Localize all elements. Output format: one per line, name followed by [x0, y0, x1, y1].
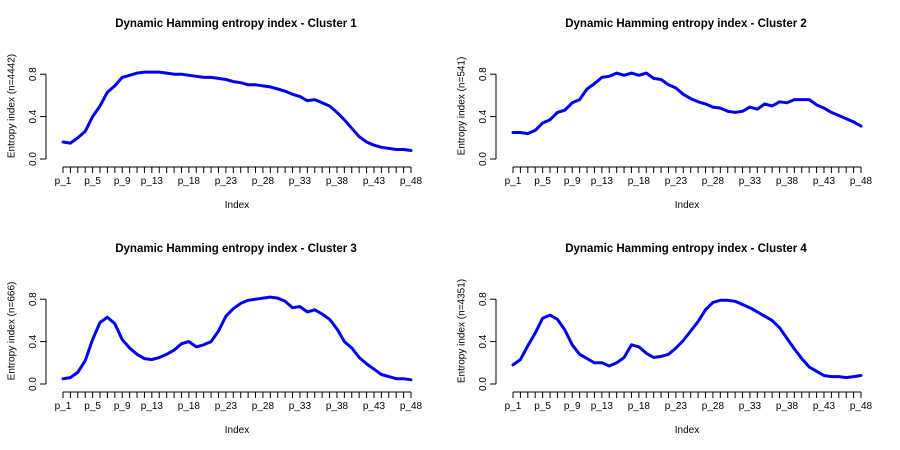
y-tick-label: 0.4 — [478, 109, 489, 123]
series-line — [511, 71, 863, 136]
x-tick-label: p_23 — [215, 176, 238, 187]
y-axis-label: Entropy index (n=666) — [7, 282, 18, 381]
x-tick-label: p_28 — [702, 401, 725, 412]
x-tick-label: p_18 — [178, 401, 201, 412]
chart-panel-4: Dynamic Hamming entropy index - Cluster … — [457, 243, 873, 436]
x-axis-label: Index — [675, 425, 699, 436]
x-tick-label: p_18 — [178, 176, 201, 187]
y-tick-label: 0.8 — [478, 67, 489, 81]
y-tick-label: 0.4 — [28, 109, 39, 123]
y-tick-label: 0.0 — [478, 377, 489, 391]
x-tick-label: p_1 — [55, 176, 72, 187]
series-line — [511, 298, 863, 380]
x-tick-label: p_23 — [215, 401, 238, 412]
x-tick-label: p_9 — [114, 176, 131, 187]
x-tick-label: p_13 — [141, 176, 164, 187]
x-tick-label: p_1 — [55, 401, 72, 412]
x-tick-label: p_33 — [289, 401, 312, 412]
x-axis-label: Index — [225, 425, 249, 436]
x-tick-label: p_9 — [564, 176, 581, 187]
x-tick-label: p_38 — [326, 176, 349, 187]
series-line — [61, 295, 413, 382]
x-tick-label: p_5 — [534, 401, 551, 412]
x-tick-label: p_9 — [114, 401, 131, 412]
chart-panel-2: Dynamic Hamming entropy index - Cluster … — [457, 18, 873, 211]
y-axis-label: Entropy index (n=4351) — [457, 279, 468, 383]
chart-panel-1: Dynamic Hamming entropy index - Cluster … — [7, 18, 423, 211]
x-tick-label: p_43 — [363, 401, 386, 412]
chart-title: Dynamic Hamming entropy index - Cluster … — [565, 243, 807, 255]
x-axis-label: Index — [225, 200, 249, 211]
y-tick-label: 0.4 — [28, 334, 39, 348]
x-tick-label: p_5 — [84, 401, 101, 412]
x-tick-label: p_18 — [628, 401, 651, 412]
y-axis-label: Entropy index (n=4442) — [7, 54, 18, 158]
x-tick-label: p_33 — [289, 176, 312, 187]
y-tick-label: 0.8 — [28, 292, 39, 306]
y-axis-label: Entropy index (n=541) — [457, 57, 468, 156]
x-tick-label: p_1 — [505, 176, 522, 187]
x-tick-label: p_5 — [534, 176, 551, 187]
x-tick-label: p_38 — [776, 176, 799, 187]
y-tick-label: 0.0 — [478, 152, 489, 166]
x-tick-label: p_38 — [776, 401, 799, 412]
chart-panel-3: Dynamic Hamming entropy index - Cluster … — [7, 243, 423, 436]
x-tick-label: p_18 — [628, 176, 651, 187]
y-tick-label: 0.0 — [28, 152, 39, 166]
y-tick-label: 0.4 — [478, 334, 489, 348]
x-tick-label: p_48 — [400, 176, 423, 187]
x-tick-label: p_13 — [141, 401, 164, 412]
x-tick-label: p_38 — [326, 401, 349, 412]
x-tick-label: p_43 — [813, 176, 836, 187]
x-tick-label: p_23 — [665, 401, 688, 412]
x-tick-label: p_1 — [505, 401, 522, 412]
x-tick-label: p_48 — [850, 176, 873, 187]
x-tick-label: p_13 — [591, 176, 614, 187]
x-tick-label: p_33 — [739, 176, 762, 187]
chart-title: Dynamic Hamming entropy index - Cluster … — [115, 18, 357, 30]
chart-title: Dynamic Hamming entropy index - Cluster … — [115, 243, 357, 255]
x-tick-label: p_23 — [665, 176, 688, 187]
x-tick-label: p_43 — [813, 401, 836, 412]
x-tick-label: p_28 — [252, 176, 275, 187]
x-tick-label: p_33 — [739, 401, 762, 412]
x-tick-label: p_28 — [702, 176, 725, 187]
chart-title: Dynamic Hamming entropy index - Cluster … — [565, 18, 807, 30]
y-tick-label: 0.0 — [28, 377, 39, 391]
x-tick-label: p_48 — [400, 401, 423, 412]
x-tick-label: p_28 — [252, 401, 275, 412]
x-tick-label: p_48 — [850, 401, 873, 412]
x-tick-label: p_9 — [564, 401, 581, 412]
x-tick-label: p_43 — [363, 176, 386, 187]
y-tick-label: 0.8 — [28, 67, 39, 81]
series-line — [61, 70, 413, 152]
y-tick-label: 0.8 — [478, 292, 489, 306]
x-axis-label: Index — [675, 200, 699, 211]
x-tick-label: p_13 — [591, 401, 614, 412]
x-tick-label: p_5 — [84, 176, 101, 187]
